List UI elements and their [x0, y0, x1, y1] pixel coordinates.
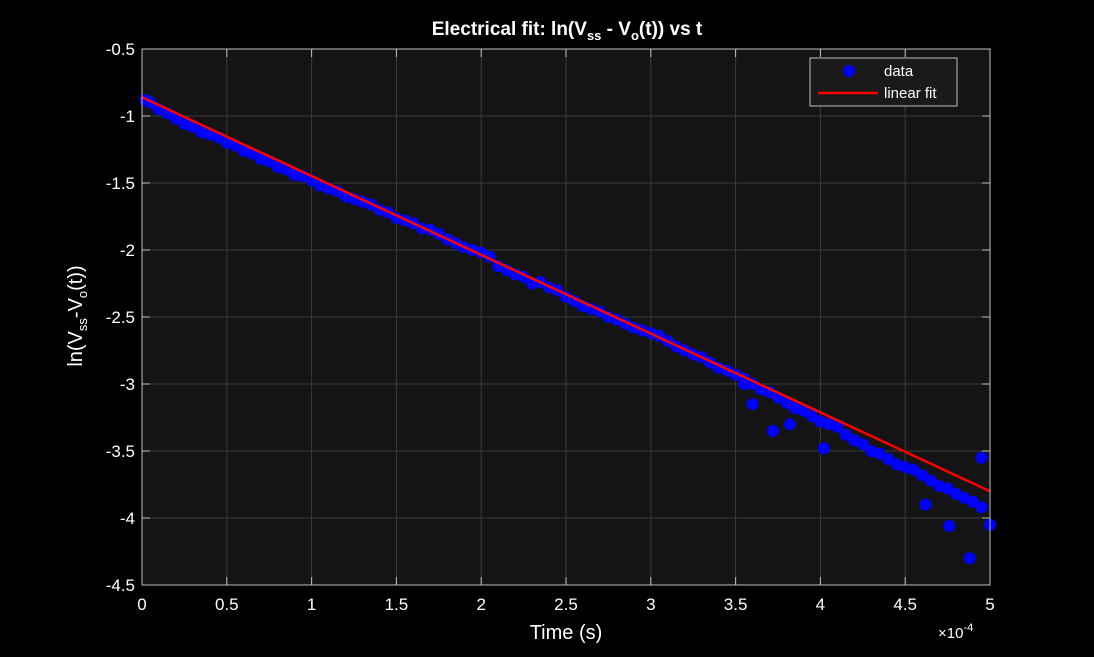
x-tick-label: 0.5: [215, 595, 239, 614]
legend-entry-linear-fit: linear fit: [884, 85, 937, 102]
y-tick-label: -1.5: [106, 174, 135, 193]
y-tick-label: -2.5: [106, 308, 135, 327]
data-point: [963, 552, 976, 565]
data-point: [766, 424, 779, 437]
x-tick-label: 3.5: [724, 595, 748, 614]
data-point: [783, 418, 796, 431]
data-point: [738, 378, 751, 390]
y-tick-label: -2: [120, 241, 135, 260]
y-tick-label: -1: [120, 107, 135, 126]
legend: data linear fit: [809, 57, 958, 107]
data-point: [746, 398, 759, 411]
y-tick-label: -4: [120, 509, 135, 528]
y-axis-label: ln(Vss-Vo(t)): [65, 265, 90, 366]
x-tick-label: 3: [646, 595, 655, 614]
data-point: [975, 501, 988, 514]
legend-entry-data: data: [884, 63, 914, 80]
x-tick-label: 0: [137, 595, 146, 614]
y-tick-label: -4.5: [106, 576, 135, 595]
legend-data-marker: [843, 65, 855, 77]
y-axis-ticks: -0.5 -1 -1.5 -2 -2.5 -3 -3.5 -4 -4.5: [106, 40, 990, 595]
x-tick-label: 4.5: [893, 595, 917, 614]
data-point: [817, 442, 830, 455]
legend-box: [809, 57, 958, 107]
x-tick-label: 2.5: [554, 595, 578, 614]
x-tick-label: 5: [985, 595, 994, 614]
data-point: [943, 520, 956, 533]
y-tick-label: -3: [120, 375, 135, 394]
x-axis-ticks: 0 0.5 1 1.5 2 2.5 3 3.5 4 4.5 5: [137, 49, 995, 614]
x-tick-label: 1.5: [385, 595, 409, 614]
y-tick-label: -3.5: [106, 442, 135, 461]
data-point: [975, 451, 988, 464]
x-tick-label: 1: [307, 595, 316, 614]
data-point: [831, 420, 844, 433]
y-tick-label: -0.5: [106, 40, 135, 59]
series-layer: [139, 93, 996, 565]
x-axis-exponent: ×10-4: [938, 622, 973, 642]
x-tick-label: 4: [816, 595, 825, 614]
x-tick-label: 2: [476, 595, 485, 614]
x-axis-label: Time (s): [530, 622, 603, 644]
data-point: [856, 438, 869, 451]
data-point: [919, 498, 932, 511]
linear-fit-line: [141, 96, 991, 493]
chart-title: Electrical fit: ln(Vss - Vo(t)) vs t: [432, 19, 703, 43]
